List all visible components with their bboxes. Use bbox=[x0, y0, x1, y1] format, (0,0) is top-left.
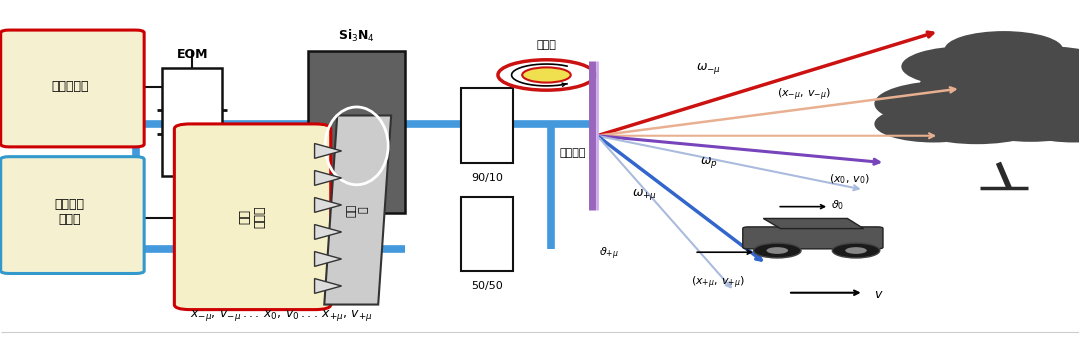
Text: $(x_{+\mu},\,v_{+\mu})$: $(x_{+\mu},\,v_{+\mu})$ bbox=[691, 274, 745, 291]
Circle shape bbox=[767, 247, 788, 254]
Circle shape bbox=[833, 243, 880, 258]
Circle shape bbox=[984, 87, 1080, 133]
Text: 衍射元件: 衍射元件 bbox=[559, 147, 585, 158]
Text: 频率
合成器: 频率 合成器 bbox=[239, 205, 267, 228]
Text: $\vartheta_0$: $\vartheta_0$ bbox=[832, 198, 845, 212]
Text: $(x_0,\,v_0)$: $(x_0,\,v_0)$ bbox=[829, 173, 870, 186]
Circle shape bbox=[1014, 105, 1080, 142]
Polygon shape bbox=[324, 116, 391, 304]
Text: 任意波形
发生器: 任意波形 发生器 bbox=[55, 198, 84, 226]
Text: 复用
器: 复用 器 bbox=[347, 203, 368, 217]
Polygon shape bbox=[314, 198, 341, 212]
Text: $v$: $v$ bbox=[875, 288, 883, 301]
Text: $\vartheta_{+\mu}$: $\vartheta_{+\mu}$ bbox=[599, 246, 619, 262]
FancyBboxPatch shape bbox=[162, 68, 221, 176]
Text: $(x_{-\mu},\,v_{-\mu})$: $(x_{-\mu},\,v_{-\mu})$ bbox=[778, 87, 832, 103]
FancyBboxPatch shape bbox=[1, 30, 144, 147]
Polygon shape bbox=[314, 171, 341, 185]
Text: $x_{-\mu},\, v_{-\mu}\, ...\, x_0,\, v_0\, ...\, x_{+\mu},\, v_{+\mu}$: $x_{-\mu},\, v_{-\mu}\, ...\, x_0,\, v_0… bbox=[190, 308, 373, 323]
FancyBboxPatch shape bbox=[174, 124, 330, 310]
Text: 连续光泵浦: 连续光泵浦 bbox=[51, 80, 89, 93]
Circle shape bbox=[875, 105, 993, 142]
FancyBboxPatch shape bbox=[1, 157, 144, 274]
FancyBboxPatch shape bbox=[308, 51, 405, 213]
FancyBboxPatch shape bbox=[461, 197, 513, 271]
Polygon shape bbox=[314, 279, 341, 293]
Text: 50/50: 50/50 bbox=[471, 281, 503, 291]
Text: $\omega_{+\mu}$: $\omega_{+\mu}$ bbox=[632, 187, 657, 202]
Circle shape bbox=[920, 59, 1080, 112]
Circle shape bbox=[523, 67, 570, 83]
Circle shape bbox=[754, 243, 801, 258]
FancyBboxPatch shape bbox=[461, 88, 513, 163]
Circle shape bbox=[846, 247, 867, 254]
Text: $\omega_p$: $\omega_p$ bbox=[700, 155, 717, 170]
Circle shape bbox=[945, 31, 1063, 68]
Text: 90/10: 90/10 bbox=[471, 173, 503, 183]
Circle shape bbox=[498, 60, 595, 90]
Circle shape bbox=[907, 100, 1047, 144]
Text: 环形器: 环形器 bbox=[537, 40, 556, 49]
Polygon shape bbox=[314, 224, 341, 239]
Circle shape bbox=[875, 81, 1021, 127]
Text: $\omega_{-\mu}$: $\omega_{-\mu}$ bbox=[697, 61, 721, 76]
Polygon shape bbox=[314, 252, 341, 266]
Polygon shape bbox=[314, 143, 341, 158]
Circle shape bbox=[962, 99, 1080, 142]
Circle shape bbox=[902, 46, 1030, 87]
Text: Si$_3$N$_4$: Si$_3$N$_4$ bbox=[338, 28, 375, 44]
Polygon shape bbox=[764, 218, 864, 228]
FancyBboxPatch shape bbox=[743, 227, 883, 249]
Text: EOM: EOM bbox=[176, 48, 207, 61]
Circle shape bbox=[982, 46, 1080, 87]
